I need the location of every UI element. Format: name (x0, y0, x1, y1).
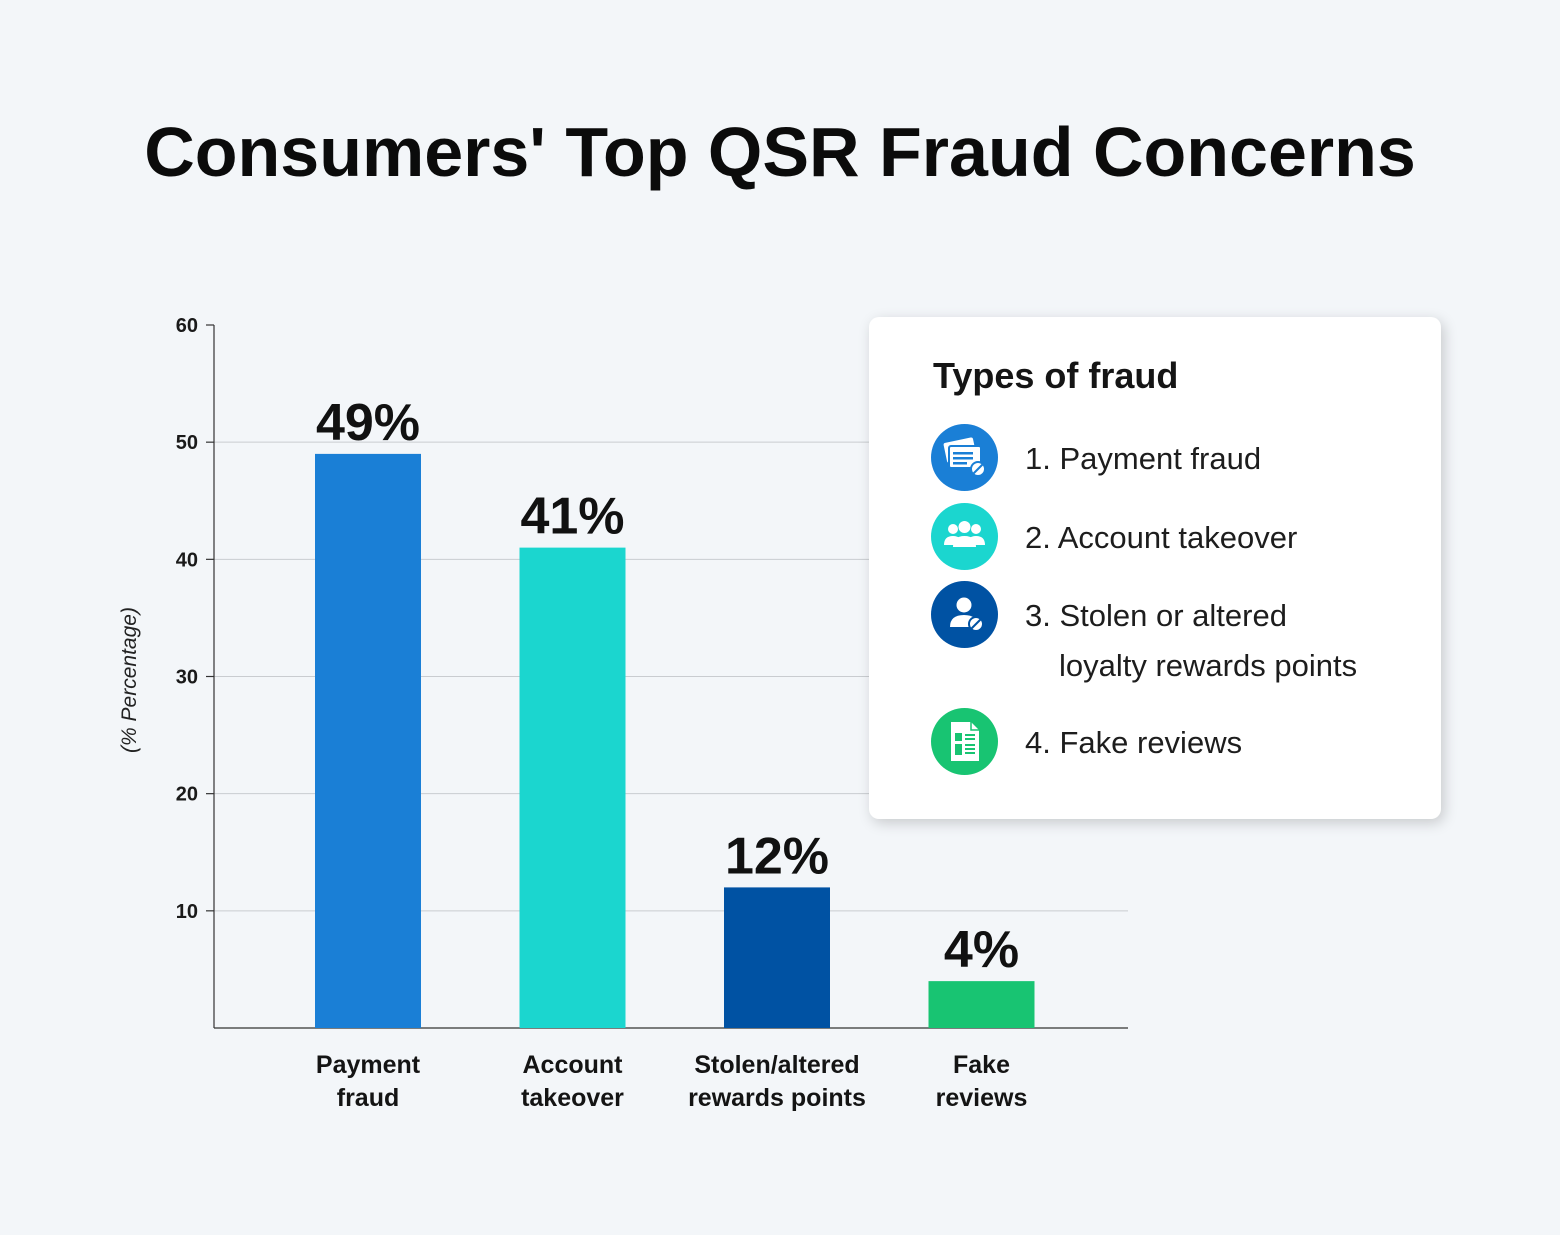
bar-value-label-0: 49% (316, 394, 420, 452)
x-category-label-0: Payment fraud (316, 1051, 421, 1112)
y-tick-label-30: 30 (176, 667, 198, 689)
credit-card-blocked-icon (931, 424, 998, 491)
bar-value-label-3: 4% (944, 921, 1019, 979)
x-category-label-line: Payment (316, 1051, 421, 1079)
x-category-label-line: Account (523, 1051, 624, 1079)
x-category-label-line: Stolen/altered (694, 1051, 859, 1079)
chart-title: Consumers' Top QSR Fraud Concerns (144, 113, 1416, 191)
y-tick-label-50: 50 (176, 432, 198, 454)
legend-label-payment-fraud: 1. Payment fraud (1025, 441, 1262, 476)
bar-value-label-1: 41% (520, 488, 624, 546)
legend-title: Types of fraud (933, 355, 1179, 396)
bar-0 (315, 453, 421, 1029)
x-category-label-line: reviews (936, 1084, 1028, 1112)
x-category-label-line: fraud (337, 1084, 400, 1112)
y-tick-label-20: 20 (176, 784, 198, 806)
x-category-label-line: rewards points (688, 1084, 866, 1112)
y-tick-label-60: 60 (176, 315, 198, 337)
x-category-label-line: takeover (521, 1084, 624, 1112)
x-category-label-2: Stolen/altered rewards points (688, 1051, 866, 1112)
y-tick-label-10: 10 (176, 901, 198, 923)
user-group-icon (931, 503, 998, 570)
bar-2 (724, 887, 830, 1028)
legend-label-account-takeover: 2. Account takeover (1025, 520, 1298, 555)
bar-1 (519, 547, 626, 1028)
bar-3 (928, 981, 1035, 1028)
bar-value-label-2: 12% (725, 827, 829, 885)
legend-label-stolen-rewards-line1: 3. Stolen or altered (1025, 598, 1287, 633)
y-axis-label: (% Percentage) (118, 607, 141, 753)
legend-label-stolen-rewards: 3. Stolen or altered loyalty rewards poi… (1025, 591, 1445, 691)
legend-label-stolen-rewards-line2: loyalty rewards points (1059, 648, 1358, 683)
legend-label-fake-reviews: 4. Fake reviews (1025, 725, 1243, 760)
review-document-icon (931, 708, 998, 775)
x-category-label-3: Fake reviews (936, 1051, 1028, 1112)
y-tick-label-40: 40 (176, 549, 198, 571)
x-category-label-1: Account takeover (521, 1051, 624, 1112)
user-blocked-icon (931, 581, 998, 648)
legend-card: Types of fraud 1. Payment fraud (869, 317, 1441, 819)
x-category-label-line: Fake (953, 1051, 1010, 1079)
